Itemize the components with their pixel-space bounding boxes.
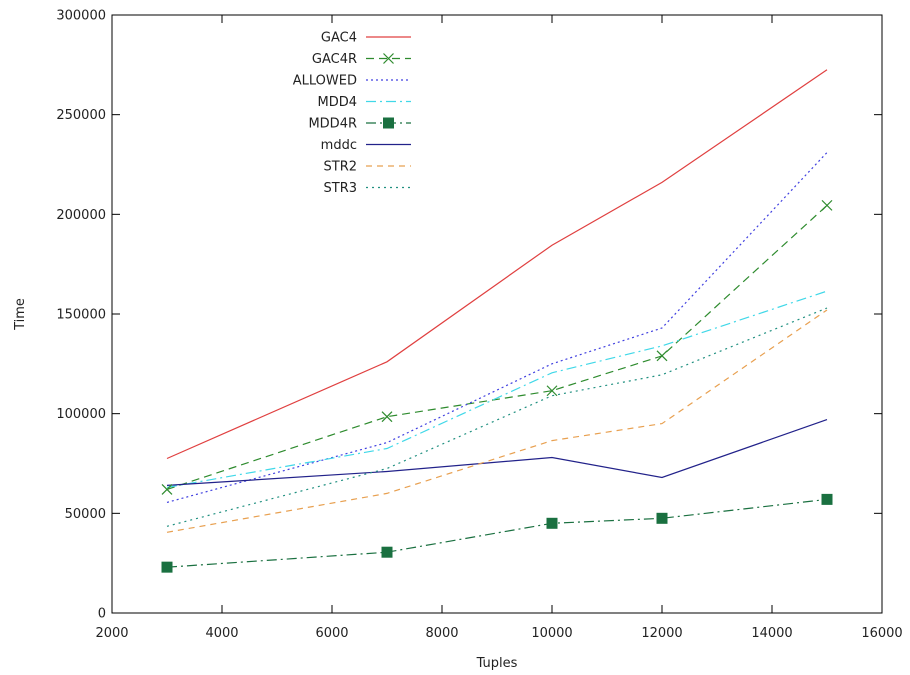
y-tick-label: 50000 [65, 507, 106, 522]
series-line-str3 [166, 307, 828, 527]
series-line-mdd4r [166, 498, 828, 568]
data-point-mdd4r [161, 561, 173, 573]
legend-label-str2: STR2 [324, 160, 358, 175]
series-line-allowed [166, 152, 828, 503]
x-tick-label: 12000 [641, 626, 682, 641]
data-point-gac4r [821, 199, 833, 211]
y-axis-title: Time [13, 298, 28, 331]
legend-label-gac4r: GAC4R [312, 52, 357, 67]
x-tick-label: 16000 [861, 626, 902, 641]
x-tick-label: 4000 [205, 626, 238, 641]
legend-label-str3: STR3 [324, 181, 358, 196]
x-axis: 2000 4000 6000 8000 10000 12000 14000 16000 [95, 15, 903, 641]
legend-marker-mdd4r [383, 117, 394, 129]
legend-marker-gac4r [383, 53, 394, 64]
x-tick-label: 2000 [95, 626, 128, 641]
x-tick-label: 8000 [425, 626, 458, 641]
legend-label-mdd4: MDD4 [317, 95, 357, 110]
data-point-mdd4r [656, 512, 668, 524]
plot-border [111, 14, 883, 614]
series-line-mdd4 [166, 290, 828, 488]
data-point-gac4r [161, 483, 173, 495]
y-tick-label: 250000 [56, 108, 106, 123]
data-point-mdd4r [821, 493, 833, 505]
y-tick-label: 100000 [56, 407, 106, 422]
x-tick-label: 14000 [751, 626, 792, 641]
data-point-mdd4r [546, 517, 558, 529]
series-markers [161, 199, 833, 573]
series-line-gac4 [166, 69, 828, 460]
plot-frame [111, 14, 883, 614]
series-line-gac4r [166, 204, 828, 490]
legend-label-allowed: ALLOWED [293, 74, 357, 89]
legend-label-mdd4r: MDD4R [308, 117, 357, 132]
x-tick-label: 10000 [531, 626, 572, 641]
legend: GAC4 GAC4R ALLOWED MDD4 MDD4R mddc STR2 STR3 [293, 31, 411, 196]
legend-label-mddc: mddc [321, 138, 357, 153]
x-tick-label: 6000 [315, 626, 348, 641]
y-axis: 0 50000 100000 150000 200000 250000 300000 [56, 9, 882, 622]
x-axis-title: Tuples [476, 656, 518, 671]
data-point-gac4r [656, 350, 668, 362]
series-lines [166, 69, 828, 568]
series-line-str2 [166, 309, 828, 533]
series-line-mddc [166, 419, 828, 486]
data-point-mdd4r [381, 546, 393, 558]
legend-label-gac4: GAC4 [321, 31, 357, 46]
y-tick-label: 0 [98, 607, 106, 622]
y-tick-label: 150000 [56, 308, 106, 323]
y-tick-label: 300000 [56, 9, 106, 24]
data-point-gac4r [546, 385, 558, 397]
y-tick-label: 200000 [56, 208, 106, 223]
data-point-gac4r [381, 411, 393, 423]
